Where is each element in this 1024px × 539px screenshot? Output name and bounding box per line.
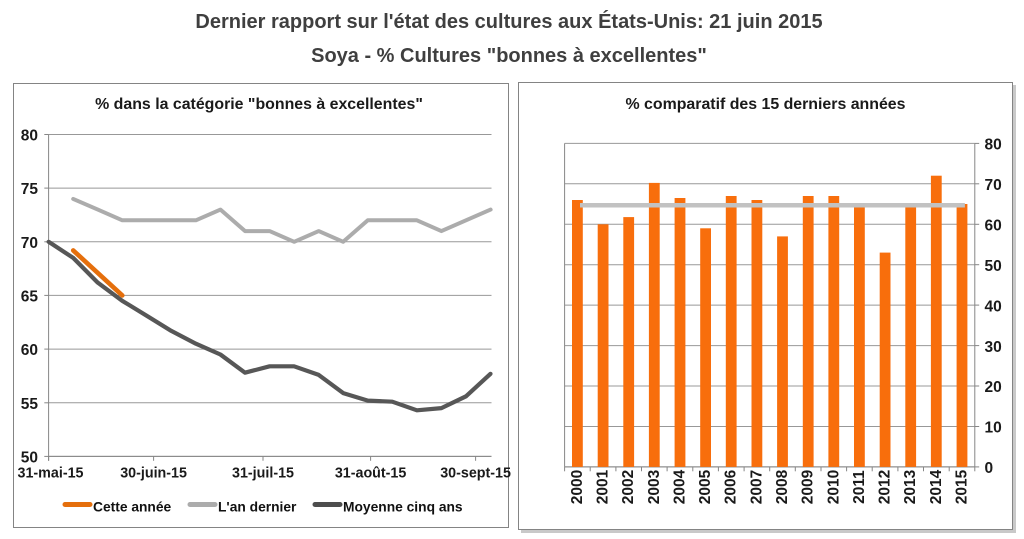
svg-text:0: 0: [985, 460, 994, 477]
svg-text:Moyenne cinq ans: Moyenne cinq ans: [343, 500, 463, 515]
svg-text:65: 65: [21, 288, 39, 305]
svg-text:2006: 2006: [723, 469, 740, 504]
svg-text:50: 50: [985, 258, 1002, 275]
svg-text:2011: 2011: [851, 470, 868, 504]
svg-text:2004: 2004: [672, 469, 689, 504]
svg-text:31-mai-15: 31-mai-15: [18, 466, 84, 482]
svg-text:31-juil-15: 31-juil-15: [232, 466, 294, 482]
svg-text:30-juin-15: 30-juin-15: [120, 466, 187, 482]
svg-text:L'an dernier: L'an dernier: [218, 500, 297, 515]
svg-text:80: 80: [21, 128, 38, 145]
svg-text:Cette année: Cette année: [93, 500, 172, 515]
svg-text:2003: 2003: [646, 469, 663, 504]
svg-text:2001: 2001: [595, 469, 612, 504]
svg-text:2010: 2010: [825, 470, 842, 504]
svg-text:2015: 2015: [954, 469, 971, 504]
svg-text:2009: 2009: [800, 469, 817, 504]
svg-text:75: 75: [21, 181, 39, 198]
svg-text:2005: 2005: [697, 469, 714, 504]
svg-text:70: 70: [21, 235, 38, 252]
svg-text:70: 70: [985, 177, 1002, 194]
svg-text:60: 60: [21, 342, 38, 359]
svg-text:60: 60: [985, 218, 1002, 235]
svg-text:2000: 2000: [569, 470, 586, 504]
svg-text:50: 50: [21, 449, 38, 466]
svg-text:% dans la catégorie "bonnes à: % dans la catégorie "bonnes à excellente…: [95, 96, 423, 113]
svg-text:20: 20: [985, 379, 1002, 396]
svg-text:40: 40: [985, 298, 1002, 315]
svg-text:31-août-15: 31-août-15: [335, 466, 407, 482]
svg-text:2008: 2008: [774, 469, 791, 504]
svg-text:30-sept-15: 30-sept-15: [440, 466, 511, 482]
svg-text:2002: 2002: [620, 470, 637, 504]
svg-text:80: 80: [985, 137, 1002, 154]
svg-text:% comparatif des 15 derniers a: % comparatif des 15 derniers années: [626, 96, 906, 113]
svg-text:2014: 2014: [928, 469, 945, 504]
svg-text:55: 55: [21, 396, 39, 413]
svg-text:2013: 2013: [902, 469, 919, 504]
svg-text:2012: 2012: [877, 470, 894, 504]
svg-text:30: 30: [985, 339, 1002, 356]
svg-text:2007: 2007: [748, 470, 765, 504]
svg-text:10: 10: [985, 420, 1002, 437]
